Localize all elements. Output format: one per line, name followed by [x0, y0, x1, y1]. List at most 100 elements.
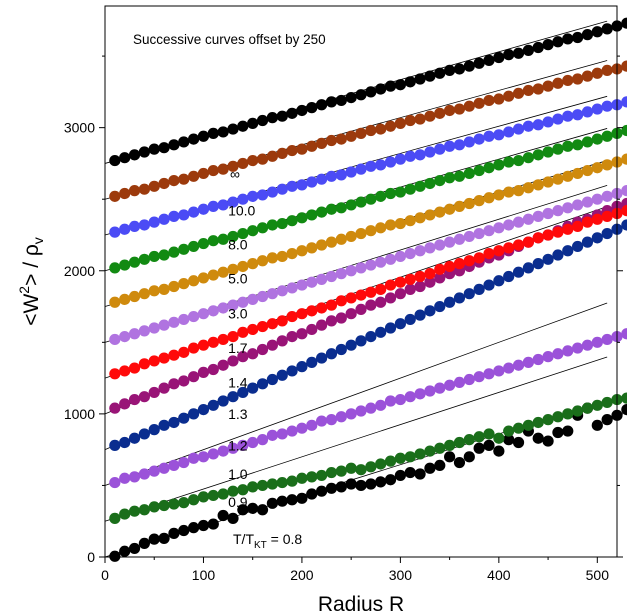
- data-point: [237, 386, 249, 399]
- data-point: [237, 504, 249, 516]
- data-point: [552, 36, 564, 48]
- data-point: [138, 537, 150, 550]
- data-point: [168, 459, 180, 472]
- data-point: [552, 205, 564, 217]
- data-point: [286, 247, 298, 260]
- data-point: [266, 219, 278, 231]
- data-point: [384, 219, 397, 231]
- data-point: [256, 434, 269, 446]
- y-tick-label: 2000: [64, 263, 95, 279]
- data-point: [453, 233, 466, 245]
- data-point: [434, 67, 446, 79]
- data-point: [325, 482, 338, 494]
- data-point: [109, 512, 121, 524]
- data-point: [532, 149, 544, 161]
- data-point: [335, 411, 347, 423]
- data-point: [562, 345, 574, 357]
- data-point: [424, 305, 436, 317]
- data-point: [483, 428, 495, 440]
- curve-label-11: ∞: [230, 166, 240, 182]
- x-axis-label: Radius R: [318, 593, 404, 616]
- data-point: [158, 319, 170, 331]
- data-point: [109, 476, 121, 489]
- data-point: [424, 462, 436, 474]
- data-point: [384, 253, 397, 265]
- data-point: [522, 84, 534, 97]
- data-point: [325, 203, 338, 215]
- data-point: [188, 494, 200, 506]
- data-point: [306, 305, 318, 317]
- data-point: [335, 94, 347, 107]
- data-point: [296, 212, 308, 224]
- data-point: [178, 278, 190, 290]
- data-point: [375, 123, 387, 135]
- data-point: [434, 175, 446, 187]
- data-point: [128, 185, 141, 197]
- data-point: [207, 127, 219, 139]
- data-point: [256, 320, 269, 333]
- data-point: [375, 326, 387, 338]
- data-point: [355, 89, 367, 101]
- data-point: [276, 428, 288, 440]
- data-point: [325, 299, 338, 311]
- data-point: [601, 23, 613, 35]
- data-point: [266, 112, 278, 124]
- data-point: [453, 200, 466, 212]
- data-point: [316, 173, 328, 185]
- data-point: [178, 412, 190, 424]
- data-point: [562, 245, 574, 257]
- data-point: [473, 431, 485, 443]
- data-point: [503, 90, 515, 102]
- offset-annotation: Successive curves offset by 250: [133, 32, 326, 47]
- data-point: [562, 140, 574, 152]
- data-point: [128, 505, 141, 517]
- data-point: [424, 445, 436, 457]
- data-point: [434, 107, 446, 119]
- data-point: [335, 481, 347, 493]
- y-tick-label: 1000: [64, 406, 95, 422]
- data-point: [276, 285, 288, 297]
- data-point: [227, 160, 239, 172]
- data-point: [394, 276, 406, 288]
- data-point: [128, 542, 141, 555]
- curve-label-2: 1.0: [228, 466, 248, 482]
- data-point: [591, 133, 603, 145]
- curve-label-0: T/TKT = 0.8: [233, 531, 302, 551]
- data-point: [128, 328, 141, 340]
- data-point: [552, 426, 564, 439]
- data-point: [572, 167, 584, 180]
- data-point: [168, 416, 180, 429]
- data-point: [227, 355, 239, 367]
- data-point: [345, 292, 357, 304]
- data-point: [463, 373, 475, 386]
- data-point: [542, 80, 554, 92]
- data-point: [296, 328, 308, 340]
- data-point: [375, 296, 387, 308]
- data-point: [325, 170, 338, 182]
- data-point: [296, 279, 308, 291]
- data-point: [384, 322, 397, 334]
- data-point: [138, 253, 150, 265]
- data-point: [188, 522, 200, 534]
- data-point: [444, 172, 456, 184]
- fit-line-2: [104, 302, 608, 486]
- data-point: [247, 436, 259, 449]
- data-point: [207, 448, 219, 460]
- data-point: [404, 215, 416, 227]
- data-point: [227, 331, 239, 343]
- data-point: [503, 270, 515, 283]
- data-point: [109, 154, 121, 167]
- data-point: [463, 197, 475, 210]
- data-point: [414, 388, 426, 400]
- data-point: [444, 451, 456, 463]
- data-point: [621, 153, 627, 165]
- data-point: [128, 471, 141, 483]
- data-point: [197, 203, 210, 215]
- data-point: [345, 130, 357, 142]
- data-point: [335, 133, 347, 145]
- data-point: [227, 512, 239, 524]
- data-point: [404, 451, 416, 463]
- data-point: [414, 73, 426, 85]
- data-point: [237, 439, 249, 451]
- data-point: [247, 154, 259, 167]
